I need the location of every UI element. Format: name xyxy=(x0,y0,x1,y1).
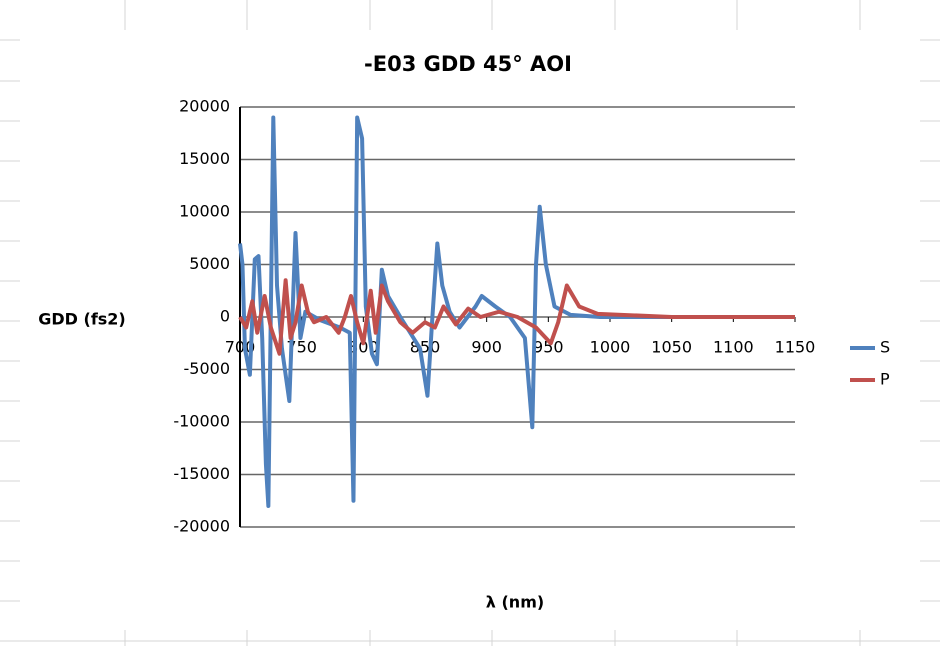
x-tick-label: 950 xyxy=(533,338,564,357)
y-tick-label: 5000 xyxy=(189,254,230,273)
y-tick-label: 0 xyxy=(220,307,230,326)
y-tick-label: 10000 xyxy=(179,202,230,221)
chart-title: -E03 GDD 45° AOI xyxy=(364,52,572,76)
x-tick-label: 1150 xyxy=(775,338,816,357)
chart-area xyxy=(20,30,920,630)
y-tick-label: 20000 xyxy=(179,97,230,116)
y-axis-title: GDD (fs2) xyxy=(38,310,126,329)
x-tick-label: 750 xyxy=(286,338,317,357)
x-tick-label: 1100 xyxy=(713,338,754,357)
x-tick-label: 900 xyxy=(471,338,502,357)
y-tick-label: -20000 xyxy=(173,517,230,536)
series-line xyxy=(238,278,795,356)
legend-label: P xyxy=(880,370,890,389)
x-axis-title: λ (nm) xyxy=(486,593,544,612)
y-tick-label: -5000 xyxy=(184,359,231,378)
y-tick-label: 15000 xyxy=(179,149,230,168)
x-tick-label: 1050 xyxy=(651,338,692,357)
legend-label: S xyxy=(880,338,890,357)
series-line xyxy=(238,115,795,508)
x-tick-label: 1000 xyxy=(590,338,631,357)
y-tick-label: -15000 xyxy=(173,464,230,483)
y-tick-label: -10000 xyxy=(173,412,230,431)
x-tick-label: 700 xyxy=(225,338,256,357)
